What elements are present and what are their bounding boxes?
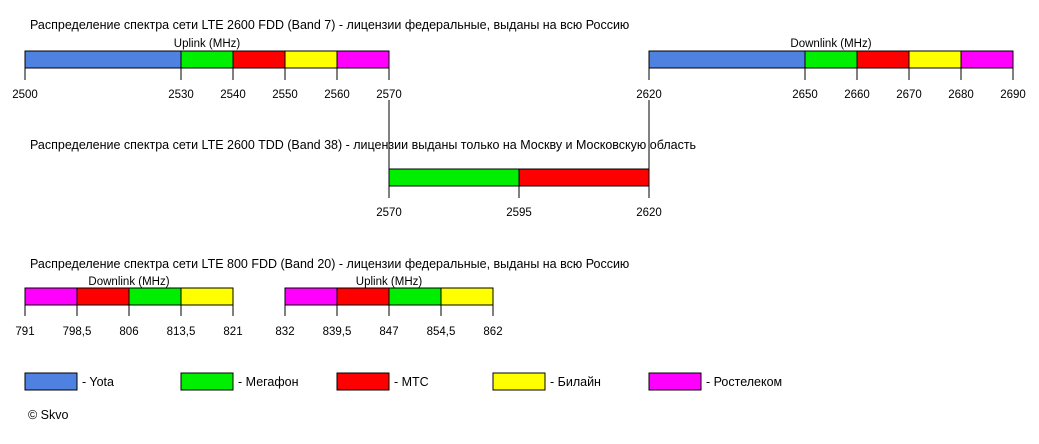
band38-segment-mts bbox=[518, 168, 650, 187]
band7-downlink-tick-label: 2660 bbox=[844, 89, 870, 101]
band38-segment-megafon bbox=[388, 168, 520, 187]
band7-uplink-segment-mts bbox=[232, 50, 286, 69]
band20-downlink-tick-label: 821 bbox=[223, 326, 242, 338]
band20-uplink-bar: 832 839,5 847 854,5 862 bbox=[275, 287, 503, 338]
band7-uplink-segment-yota bbox=[24, 50, 182, 69]
band20-downlink-segment-mts bbox=[76, 287, 130, 306]
band7-title: Распределение спектра сети LTE 2600 FDD … bbox=[30, 18, 629, 32]
legend-swatch-beeline bbox=[492, 372, 546, 391]
band7-downlink-segment-yota bbox=[648, 50, 806, 69]
legend-label-megafon: - Мегафон bbox=[238, 375, 299, 389]
legend: - Yota - Мегафон - МТС - Билайн - Ростелеком bbox=[24, 372, 782, 391]
legend-swatch-mts bbox=[336, 372, 390, 391]
band7-uplink-bar: 2500 2530 2540 2550 2560 2570 bbox=[12, 50, 402, 101]
band7-downlink-tick-label: 2680 bbox=[948, 89, 974, 101]
band7-downlink-tick-label: 2690 bbox=[1000, 89, 1026, 101]
band7-uplink-label: Uplink (MHz) bbox=[174, 38, 241, 50]
band7-uplink-tick-label: 2530 bbox=[168, 89, 194, 101]
band20-downlink-tick-label: 813,5 bbox=[167, 326, 196, 338]
band7-downlink-segment-megafon bbox=[804, 50, 858, 69]
band38-tick-label: 2570 bbox=[376, 207, 402, 219]
band7-downlink-segment-rostelecom bbox=[960, 50, 1014, 69]
band7-uplink-tick-label: 2550 bbox=[272, 89, 298, 101]
band7-uplink-tick-label: 2570 bbox=[376, 89, 402, 101]
band20-uplink-segment-beeline bbox=[440, 287, 494, 306]
band20-downlink-label: Downlink (MHz) bbox=[88, 276, 169, 288]
band20-title: Распределение спектра сети LTE 800 FDD (… bbox=[30, 257, 629, 271]
band20-downlink-segment-megafon bbox=[128, 287, 182, 306]
legend-label-yota: - Yota bbox=[82, 375, 114, 389]
band20-downlink-segment-rostelecom bbox=[24, 287, 78, 306]
band7-uplink-tick-label: 2560 bbox=[324, 89, 350, 101]
copyright-text: © Skvo bbox=[28, 408, 69, 422]
legend-label-mts: - МТС bbox=[394, 375, 429, 389]
band38-tick-label: 2595 bbox=[506, 207, 532, 219]
band7-downlink-tick-label: 2650 bbox=[792, 89, 818, 101]
legend-label-rostelecom: - Ростелеком bbox=[706, 375, 782, 389]
band7-uplink-tick-label: 2500 bbox=[12, 89, 38, 101]
band20-downlink-tick-label: 806 bbox=[119, 326, 138, 338]
band38-title: Распределение спектра сети LTE 2600 TDD … bbox=[30, 138, 696, 152]
band20-uplink-label: Uplink (MHz) bbox=[356, 276, 423, 288]
band20-uplink-tick-label: 839,5 bbox=[323, 326, 352, 338]
band7-uplink-tick-label: 2540 bbox=[220, 89, 246, 101]
band20-uplink-tick-label: 832 bbox=[275, 326, 294, 338]
band20-downlink-segment-beeline bbox=[180, 287, 234, 306]
band7-downlink-segment-beeline bbox=[908, 50, 962, 69]
band7-downlink-tick-label: 2670 bbox=[896, 89, 922, 101]
band38-tick-label: 2620 bbox=[636, 207, 662, 219]
band7-downlink-tick-label: 2620 bbox=[636, 89, 662, 101]
legend-swatch-megafon bbox=[180, 372, 234, 391]
band20-uplink-tick-label: 862 bbox=[483, 326, 502, 338]
legend-label-beeline: - Билайн bbox=[550, 375, 601, 389]
band7-uplink-segment-beeline bbox=[284, 50, 338, 69]
band20-downlink-tick-label: 791 bbox=[15, 326, 34, 338]
band7-downlink-bar: 2620 2650 2660 2670 2680 2690 bbox=[636, 50, 1026, 101]
band20-downlink-bar: 791 798,5 806 813,5 821 bbox=[15, 287, 243, 338]
legend-swatch-yota bbox=[24, 372, 78, 391]
band20-uplink-tick-label: 854,5 bbox=[427, 326, 456, 338]
band7-downlink-label: Downlink (MHz) bbox=[790, 38, 871, 50]
band7-downlink-segment-mts bbox=[856, 50, 910, 69]
band20-uplink-tick-label: 847 bbox=[379, 326, 398, 338]
band7-uplink-segment-megafon bbox=[180, 50, 234, 69]
band38-bar: 2570 2595 2620 bbox=[376, 168, 662, 219]
band20-uplink-segment-rostelecom bbox=[284, 287, 338, 306]
legend-swatch-rostelecom bbox=[648, 372, 702, 391]
band7-uplink-segment-rostelecom bbox=[336, 50, 390, 69]
band20-uplink-segment-megafon bbox=[388, 287, 442, 306]
band20-downlink-tick-label: 798,5 bbox=[63, 326, 92, 338]
band20-uplink-segment-mts bbox=[336, 287, 390, 306]
